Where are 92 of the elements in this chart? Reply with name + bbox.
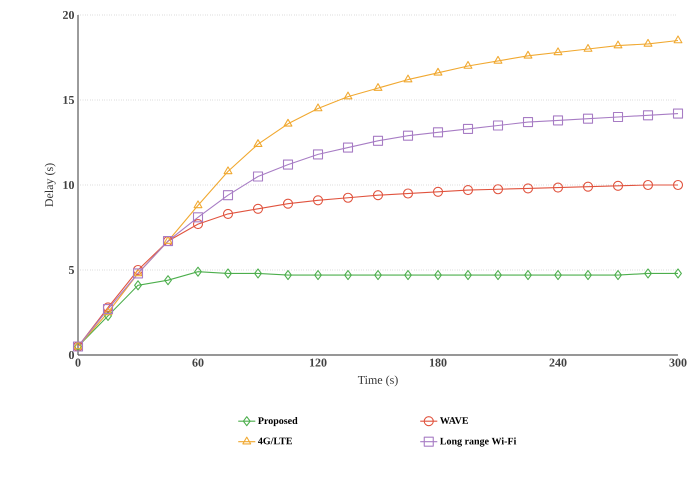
point [552,115,564,126]
point [404,270,412,280]
point [312,195,324,206]
x-axis-title: Time (s) [358,375,398,386]
point [344,92,352,100]
point [434,270,442,280]
point [522,183,534,194]
point [314,103,322,112]
point [374,270,382,280]
y-tick-label: 0 [68,350,74,360]
point [642,180,654,190]
legend-label: Proposed [258,416,298,426]
x-tick-label: 120 [310,358,327,367]
point [464,60,472,69]
point [312,149,324,160]
point [252,171,264,182]
point [104,310,112,321]
point [462,185,474,196]
point [582,182,594,192]
point [224,268,232,278]
point [222,190,234,200]
point [194,266,202,277]
point [554,47,562,56]
point [314,270,322,280]
legend-label: WAVE [440,417,468,424]
point [552,182,564,193]
point [614,40,622,48]
point [254,139,262,147]
point [554,270,562,280]
point [614,270,622,280]
point [282,160,294,170]
point [524,270,532,280]
point [492,184,504,194]
point [284,118,292,127]
point [462,124,474,134]
point [404,74,412,82]
point [434,68,442,76]
point [194,200,202,208]
y-tick-label: 15 [63,96,74,104]
point [524,50,532,59]
point [432,186,444,197]
point [374,83,382,91]
y-axis-title: Delay (s) [44,163,56,207]
point [192,212,204,222]
x-tick-label: 240 [550,358,567,367]
point [492,120,504,131]
y-tick-label: 10 [63,180,74,190]
x-tick-label: 300 [669,358,687,367]
point [252,204,264,214]
point [584,270,592,280]
x-tick-label: 60 [192,358,204,367]
point [672,180,684,190]
legend-label: Long range Wi-Fi [440,437,516,447]
point [612,180,624,191]
point [372,136,384,146]
point [674,35,682,44]
point [644,38,652,47]
point [224,166,232,174]
x-tick-label: 180 [430,358,447,367]
point [582,114,594,124]
point [284,270,292,280]
point [134,280,142,290]
point [672,108,684,119]
point [642,110,654,120]
point [254,268,262,278]
point [282,198,294,209]
point [342,142,354,153]
point [402,130,414,141]
y-tick-label: 5 [68,266,74,274]
point [494,270,502,280]
point [464,270,472,280]
point [132,264,144,276]
point [344,270,352,280]
point [432,127,444,138]
y-tick-label: 20 [62,10,74,20]
point [74,341,82,350]
point [342,192,354,203]
point [522,117,534,128]
point [192,219,204,230]
point [222,208,234,219]
point [402,188,414,199]
point [584,44,592,52]
x-tick-label: 0 [75,358,81,367]
point [612,112,624,122]
point [644,268,652,278]
point [164,236,172,244]
point [104,307,112,316]
point [372,190,384,200]
point [494,56,502,64]
point [674,268,682,278]
point [164,275,172,286]
legend-label: 4G/LTE [258,438,292,444]
